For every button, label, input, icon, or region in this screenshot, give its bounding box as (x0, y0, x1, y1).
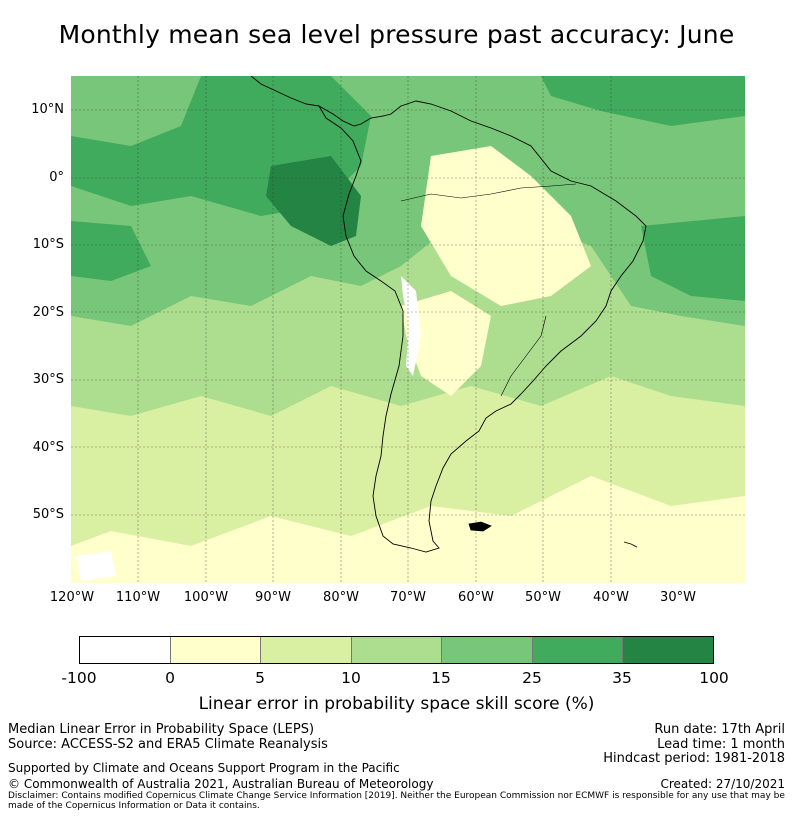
lon-tick-40w: 40°W (593, 590, 629, 605)
disclaimer-text: Disclaimer: Contains modified Copernicus… (8, 791, 785, 811)
skill-zone-negative-sw (76, 551, 116, 581)
copyright-text: © Commonwealth of Australia 2021, Austra… (8, 777, 434, 791)
lon-tick-110w: 110°W (115, 590, 161, 605)
river-amazon (400, 183, 577, 202)
skill-zone-35-100 (266, 156, 361, 246)
skill-score-map (71, 76, 745, 583)
skill-zone-negative (401, 276, 421, 376)
lon-tick-120w: 120°W (49, 590, 95, 605)
coastline-falklands (468, 521, 492, 532)
colorbar-label: 15 (431, 669, 451, 687)
colorbar (79, 636, 714, 664)
skill-zone-0-5-inland (421, 146, 591, 306)
created-text: Created: 27/10/2021 (660, 777, 785, 791)
lead-time-text: Lead time: 1 month (657, 737, 785, 752)
skill-zone-25-35-atlantic (641, 216, 745, 301)
coastline-south-america (317, 100, 647, 553)
colorbar-segment-neg100-0 (80, 637, 171, 663)
lon-tick-100w: 100°W (183, 590, 229, 605)
colorbar-label: 35 (612, 669, 632, 687)
colorbar-title: Linear error in probability space skill … (198, 694, 595, 714)
coastline-central-america (250, 76, 320, 107)
run-date-text: Run date: 17th April (654, 722, 785, 737)
colorbar-segment-15-25 (442, 637, 533, 663)
method-text: Median Linear Error in Probability Space… (8, 722, 315, 737)
colorbar-label: 25 (522, 669, 542, 687)
lon-tick-70w: 70°W (390, 590, 426, 605)
lon-tick-50w: 50°W (525, 590, 561, 605)
support-text: Supported by Climate and Oceans Support … (8, 761, 400, 775)
colorbar-segment-0-5 (170, 637, 262, 663)
skill-zone-25-35-pacific (71, 221, 151, 281)
lon-tick-60w: 60°W (458, 590, 494, 605)
skill-zone-25-35-north (541, 76, 745, 126)
colorbar-segment-10-15 (351, 637, 443, 663)
colorbar-label: 100 (699, 669, 729, 687)
colorbar-segment-35-100 (623, 637, 714, 663)
map-title: Monthly mean sea level pressure past acc… (58, 20, 735, 49)
lat-tick-30s: 30°S (32, 372, 64, 387)
colorbar-label: 10 (341, 669, 361, 687)
river-parana (500, 315, 547, 397)
source-text: Source: ACCESS-S2 and ERA5 Climate Reana… (8, 737, 328, 752)
lat-tick-20s: 20°S (32, 305, 64, 320)
hindcast-text: Hindcast period: 1981-2018 (603, 751, 785, 766)
colorbar-label: 5 (255, 669, 265, 687)
coastline-south-georgia (623, 541, 638, 548)
colorbar-segment-5-10 (261, 637, 352, 663)
lat-tick-40s: 40°S (32, 440, 64, 455)
lat-tick-50s: 50°S (32, 507, 64, 522)
lon-tick-80w: 80°W (323, 590, 359, 605)
lat-tick-10s: 10°S (32, 237, 64, 252)
lon-tick-90w: 90°W (255, 590, 291, 605)
skill-zone-0-5-south (401, 291, 491, 396)
map-svg (71, 76, 745, 583)
lat-tick-10n: 10°N (31, 102, 64, 117)
gridlines (71, 76, 745, 583)
lon-tick-30w: 30°W (660, 590, 696, 605)
lat-tick-0: 0° (49, 170, 64, 185)
colorbar-segment-25-35 (532, 637, 624, 663)
colorbar-label: 0 (165, 669, 175, 687)
colorbar-label: -100 (61, 669, 97, 687)
